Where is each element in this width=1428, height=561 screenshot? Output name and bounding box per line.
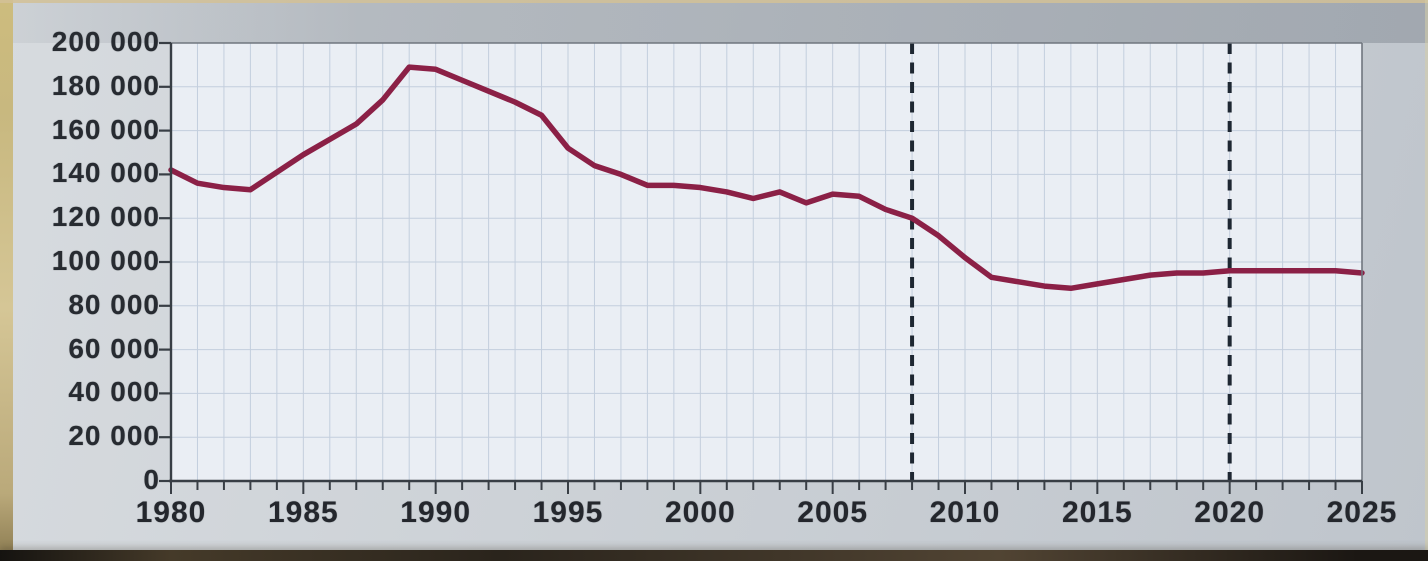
y-axis-tick-label: 160 000 [51, 113, 160, 145]
x-axis-tick-label: 2005 [797, 496, 869, 529]
photo-edge-top [0, 0, 1428, 3]
data-line-main-series [168, 64, 1365, 292]
x-axis-tick-label: 2015 [1061, 496, 1133, 529]
x-axis-tick-label: 1990 [400, 496, 472, 529]
x-axis-tick-label: 2025 [1326, 496, 1398, 529]
photo-edge-right [1425, 0, 1428, 561]
x-axis-tick-label: 2010 [929, 496, 1001, 529]
x-axis-tick-label: 1980 [135, 496, 207, 529]
y-axis-tick-label: 20 000 [68, 420, 160, 452]
photo-top-shading [0, 0, 1428, 43]
x-axis-tick-label: 2020 [1194, 496, 1266, 529]
y-axis-tick-label: 200 000 [51, 26, 160, 57]
y-axis-tick-label: 180 000 [51, 69, 160, 101]
x-axis-tick-label: 1995 [532, 496, 604, 529]
y-axis-tick-label: 80 000 [68, 288, 160, 320]
y-axis-tick-label: 60 000 [68, 332, 160, 364]
y-axis-tick-label: 40 000 [68, 376, 160, 408]
y-axis-tick-label: 0 [143, 464, 160, 495]
y-axis-tick-label: 100 000 [51, 245, 160, 276]
photo-edge-left [0, 0, 13, 561]
x-axis-tick-label: 1985 [267, 496, 339, 529]
photo-edge-bottom [0, 550, 1428, 561]
y-axis-tick-label: 140 000 [51, 157, 160, 189]
y-axis-tick-label: 120 000 [51, 201, 160, 233]
x-axis-tick-label: 2000 [664, 496, 736, 529]
